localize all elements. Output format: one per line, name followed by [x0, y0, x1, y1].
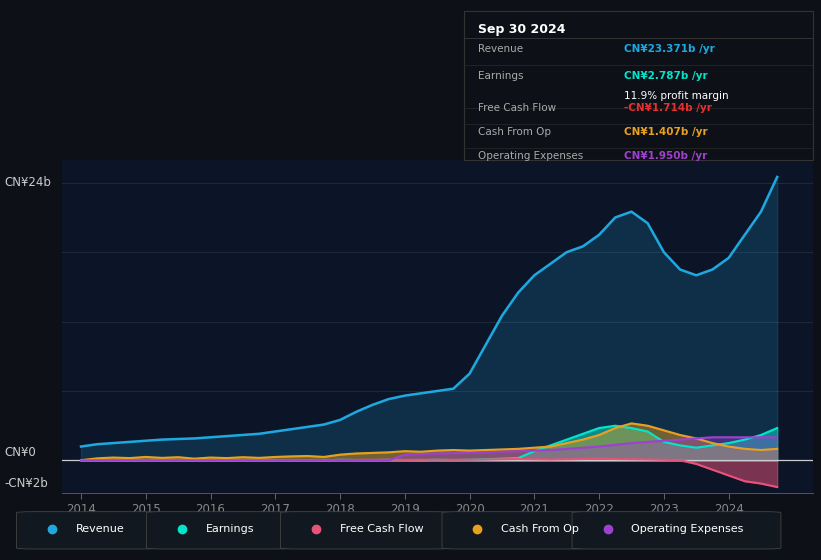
Text: Operating Expenses: Operating Expenses [631, 524, 744, 534]
Text: Cash From Op: Cash From Op [478, 127, 551, 137]
Text: -CN¥2b: -CN¥2b [4, 477, 48, 490]
FancyBboxPatch shape [442, 512, 588, 549]
Text: CN¥2.787b /yr: CN¥2.787b /yr [624, 71, 708, 81]
FancyBboxPatch shape [572, 512, 781, 549]
Text: 11.9% profit margin: 11.9% profit margin [624, 91, 729, 101]
Text: Free Cash Flow: Free Cash Flow [478, 103, 556, 113]
Text: Revenue: Revenue [76, 524, 124, 534]
FancyBboxPatch shape [16, 512, 158, 549]
Text: Earnings: Earnings [478, 71, 523, 81]
Text: CN¥0: CN¥0 [4, 446, 36, 459]
Text: Cash From Op: Cash From Op [501, 524, 579, 534]
Text: Sep 30 2024: Sep 30 2024 [478, 23, 566, 36]
Text: CN¥23.371b /yr: CN¥23.371b /yr [624, 44, 715, 54]
Text: CN¥1.407b /yr: CN¥1.407b /yr [624, 127, 708, 137]
Text: Operating Expenses: Operating Expenses [478, 151, 583, 161]
FancyBboxPatch shape [146, 512, 292, 549]
Text: -CN¥1.714b /yr: -CN¥1.714b /yr [624, 103, 713, 113]
Text: Free Cash Flow: Free Cash Flow [340, 524, 423, 534]
Text: Revenue: Revenue [478, 44, 523, 54]
Text: CN¥24b: CN¥24b [4, 176, 51, 189]
Text: Earnings: Earnings [205, 524, 254, 534]
FancyBboxPatch shape [281, 512, 450, 549]
Text: CN¥1.950b /yr: CN¥1.950b /yr [624, 151, 708, 161]
